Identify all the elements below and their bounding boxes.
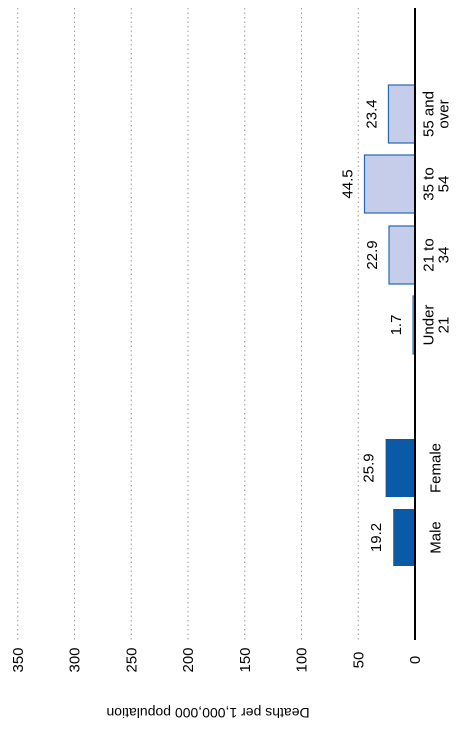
data-label: 25.9 — [361, 453, 378, 482]
category-label: Female — [427, 443, 444, 493]
tick-label: 200 — [180, 647, 197, 672]
category-label: Under21 — [421, 305, 453, 346]
category-label: 21 to34 — [421, 238, 453, 271]
bar — [388, 225, 416, 285]
grid-lines — [17, 8, 359, 640]
data-label: 23.4 — [363, 99, 380, 128]
tick-label: 300 — [67, 647, 84, 672]
bars — [363, 84, 416, 566]
category-label: 55 andover — [421, 91, 453, 137]
bar — [363, 154, 416, 214]
tick-label: 350 — [10, 647, 27, 672]
bar — [385, 439, 415, 497]
bar — [393, 509, 415, 566]
tick-label: 250 — [123, 647, 140, 672]
tick-label: 150 — [237, 647, 254, 672]
category-label: 35 to54 — [421, 167, 453, 200]
y-axis-title: Deaths per 1,000,000 population — [106, 705, 309, 721]
data-label: 44.5 — [339, 169, 356, 198]
data-label: 19.2 — [368, 523, 385, 552]
labels: 19.2 Male 25.9 Female 1.7 Under21 22.9 21 to34 4… — [10, 91, 453, 672]
bar — [387, 84, 416, 144]
tick-label: 0 — [407, 656, 424, 664]
tick-label: 100 — [294, 647, 311, 672]
data-label: 22.9 — [364, 240, 381, 269]
category-label: Male — [427, 521, 444, 554]
data-label: 1.7 — [388, 315, 405, 336]
tick-label: 50 — [350, 652, 367, 669]
